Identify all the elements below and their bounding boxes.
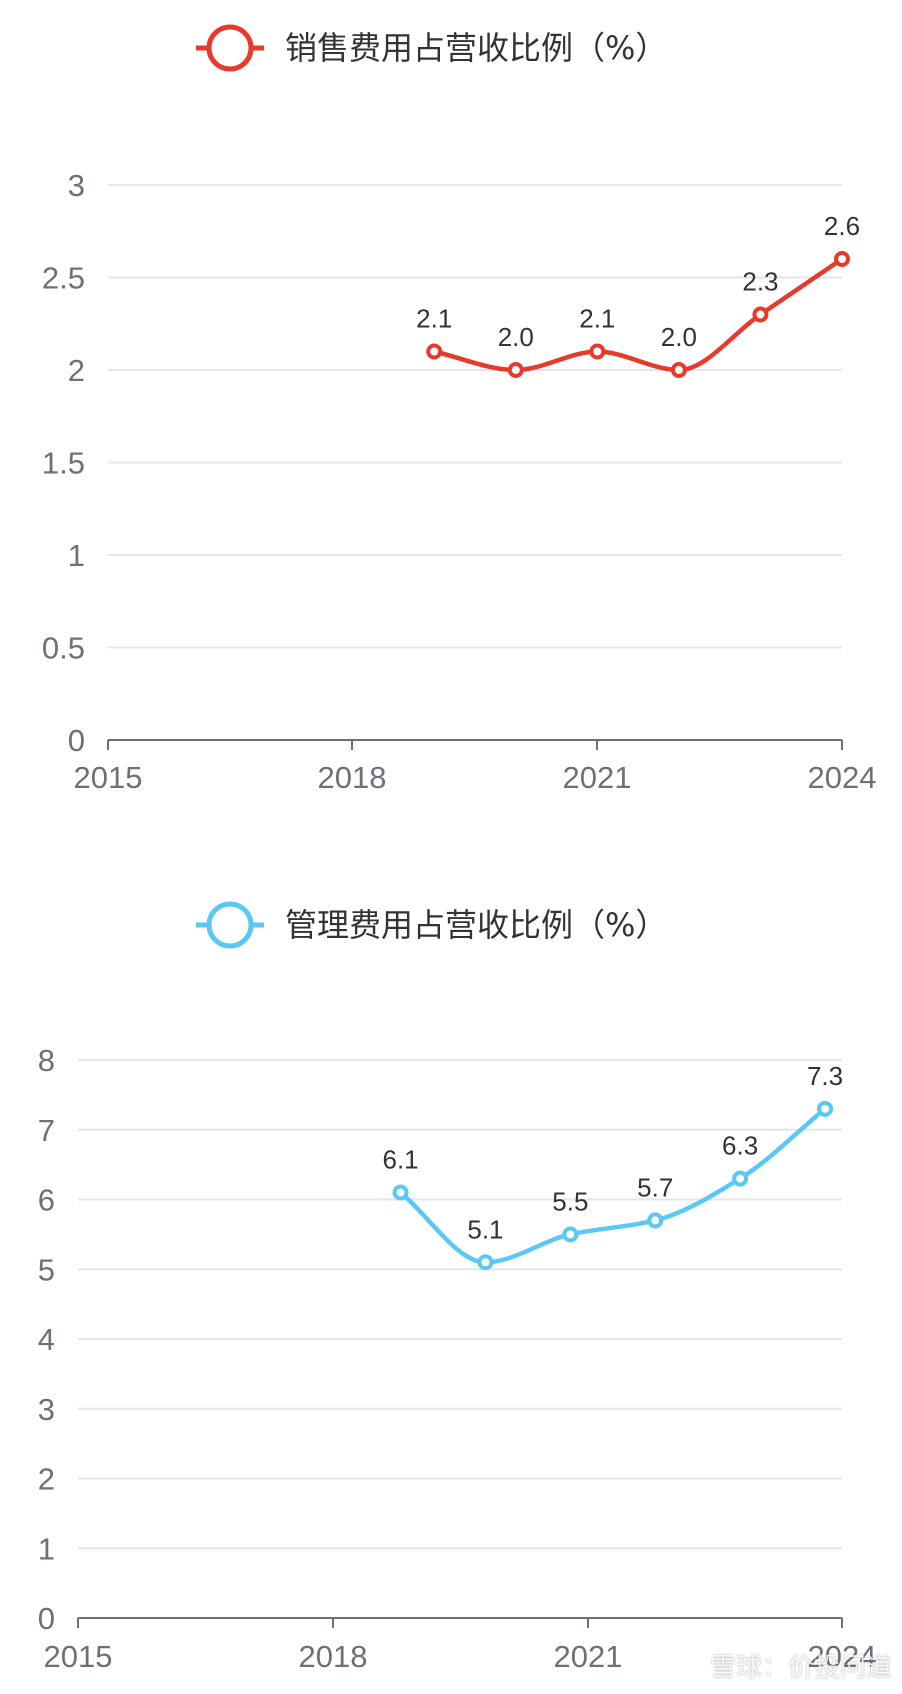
y-tick-label: 1.5 bbox=[42, 446, 85, 481]
data-point bbox=[426, 343, 443, 360]
x-tick-label: 2021 bbox=[554, 1639, 623, 1674]
y-tick-label: 2 bbox=[68, 353, 85, 388]
series-line bbox=[399, 1107, 827, 1265]
y-tick-label: 7 bbox=[38, 1113, 55, 1148]
data-label: 7.3 bbox=[807, 1061, 843, 1091]
data-point bbox=[752, 306, 769, 323]
chart-1: 销售费用占营收比例（%） 0 0.5 1 1.5 2 2.5 3 2015 2018 2021 202… bbox=[42, 24, 877, 795]
data-point bbox=[670, 362, 687, 378]
y-tick-label: 8 bbox=[38, 1043, 55, 1078]
data-point bbox=[562, 1226, 579, 1243]
x-tick-label: 2024 bbox=[808, 760, 877, 795]
data-label: 2.6 bbox=[824, 211, 860, 241]
y-tick-label: 2.5 bbox=[42, 261, 85, 296]
y-tick-label: 3 bbox=[68, 168, 85, 203]
y-tick-label: 0 bbox=[38, 1601, 55, 1636]
data-point bbox=[732, 1170, 749, 1187]
series-line bbox=[433, 257, 844, 373]
y-tick-label: 0 bbox=[68, 723, 85, 758]
data-label: 2.3 bbox=[742, 267, 778, 297]
data-label: 5.7 bbox=[637, 1172, 673, 1202]
data-point bbox=[834, 251, 850, 267]
y-tick-label: 1 bbox=[38, 1531, 55, 1566]
data-point bbox=[589, 343, 606, 360]
y-tick-label: 3 bbox=[38, 1392, 55, 1427]
data-label: 2.1 bbox=[579, 304, 615, 334]
x-tick-label: 2015 bbox=[74, 760, 143, 795]
x-tick-label: 2018 bbox=[318, 760, 387, 795]
y-tick-label: 0.5 bbox=[42, 631, 85, 666]
data-label: 6.3 bbox=[722, 1131, 758, 1161]
x-tick-label: 2021 bbox=[563, 760, 632, 795]
data-label: 2.0 bbox=[498, 322, 534, 352]
legend-label: 销售费用占营收比例（%） bbox=[285, 29, 667, 67]
x-tick-label: 2018 bbox=[299, 1639, 368, 1674]
x-tick-label: 2015 bbox=[44, 1639, 113, 1674]
data-point bbox=[647, 1212, 664, 1229]
data-point bbox=[477, 1254, 494, 1271]
y-tick-label: 6 bbox=[38, 1183, 55, 1218]
y-tick-label: 2 bbox=[38, 1462, 55, 1497]
watermark-text: 雪球：价投问道 bbox=[709, 1653, 892, 1683]
data-label: 2.0 bbox=[661, 322, 697, 352]
chart-2: 管理费用占营收比例（%） 0 1 2 3 4 5 6 7 8 2015 2018 2021 2024 6.1… bbox=[38, 901, 877, 1674]
data-point bbox=[392, 1184, 409, 1201]
y-tick-label: 1 bbox=[68, 538, 85, 573]
legend-label: 管理费用占营收比例（%） bbox=[285, 906, 667, 944]
data-label: 5.5 bbox=[552, 1186, 588, 1216]
legend-marker-icon bbox=[206, 901, 254, 949]
data-point bbox=[817, 1100, 834, 1117]
data-point bbox=[507, 362, 524, 378]
data-label: 6.1 bbox=[382, 1145, 418, 1175]
data-label: 2.1 bbox=[416, 304, 452, 334]
y-tick-label: 4 bbox=[38, 1322, 55, 1357]
data-label: 5.1 bbox=[467, 1214, 503, 1244]
x-tick-label: 2024 bbox=[808, 1639, 877, 1674]
y-tick-label: 5 bbox=[38, 1252, 55, 1287]
legend-marker-icon bbox=[206, 24, 254, 72]
